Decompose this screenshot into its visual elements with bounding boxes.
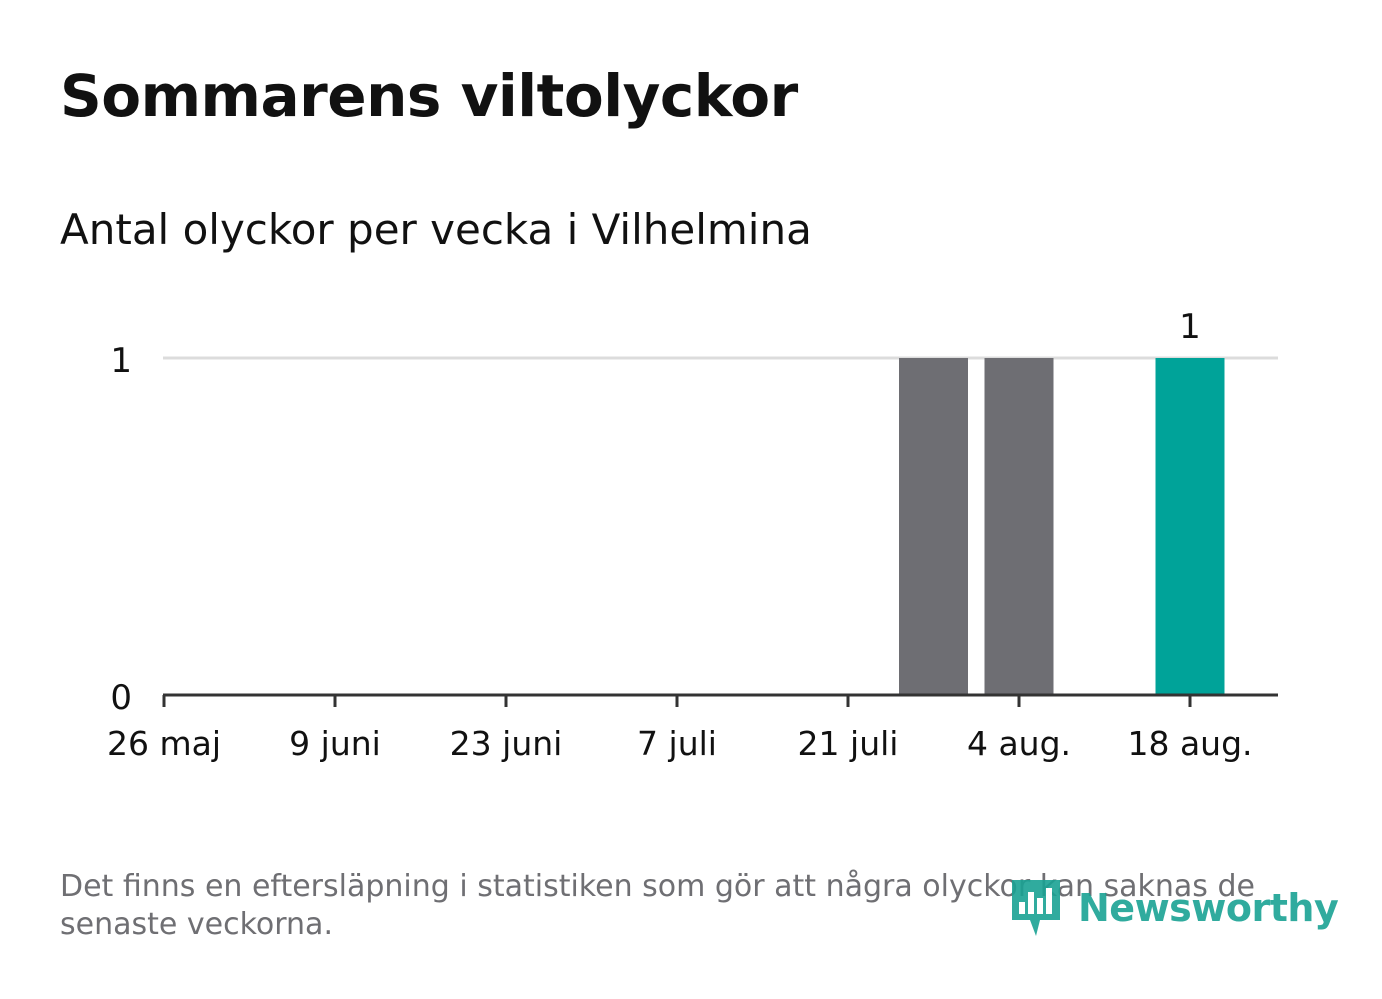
x-tick-label: 26 maj [107, 724, 221, 763]
x-tick-label: 23 juni [450, 724, 563, 763]
brand-logo: Newsworthy [1010, 876, 1339, 940]
x-tick-label: 21 juli [798, 724, 899, 763]
chart-subtitle: Antal olyckor per vecka i Vilhelmina [60, 205, 812, 254]
y-tick-label: 0 [110, 678, 132, 718]
x-tick-label: 18 aug. [1127, 724, 1252, 763]
data-label: 1 [1179, 307, 1201, 347]
bar [1155, 358, 1225, 695]
x-tick-label: 7 juli [637, 724, 717, 763]
chart-title: Sommarens viltolyckor [60, 62, 798, 130]
y-tick-label: 1 [110, 341, 132, 381]
brand-name: Newsworthy [1078, 886, 1339, 930]
x-tick-label: 4 aug. [967, 724, 1071, 763]
x-tick-label: 9 juni [289, 724, 381, 763]
bar [899, 358, 968, 695]
bar [984, 358, 1054, 695]
bar-chart: 0 1 1 26 maj 9 juni 23 juni 7 juli 21 juli 4 aug… [107, 307, 1278, 763]
newsworthy-logo-icon [1012, 880, 1060, 936]
